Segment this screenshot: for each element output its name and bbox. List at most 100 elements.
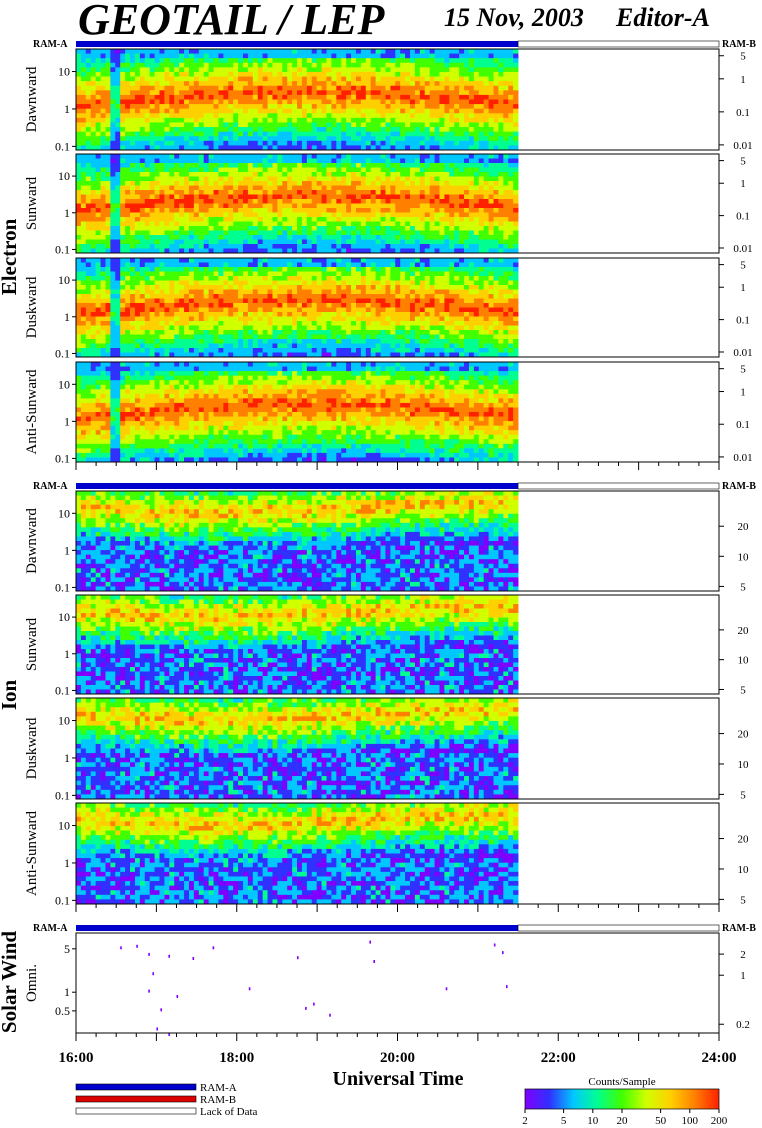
heatmap-cell xyxy=(316,62,322,68)
heatmap-cell xyxy=(419,90,426,96)
heatmap-cell xyxy=(252,208,259,213)
heatmap-cell xyxy=(292,76,298,82)
heatmap-cell xyxy=(483,199,489,204)
heatmap-cell xyxy=(139,203,146,209)
heatmap-cell xyxy=(513,94,519,100)
heatmap-cell xyxy=(208,122,214,128)
heatmap-cell xyxy=(105,334,111,340)
heatmap-cell xyxy=(365,53,372,59)
heatmap-cell xyxy=(90,280,97,286)
heatmap-cell xyxy=(174,235,180,240)
heatmap-cell xyxy=(198,325,205,331)
heatmap-cell xyxy=(238,94,244,100)
heatmap-cell xyxy=(351,131,357,137)
heatmap-cell xyxy=(208,67,214,73)
heatmap-cell xyxy=(508,217,514,222)
heatmap-cell xyxy=(223,90,229,96)
heatmap-cell xyxy=(468,122,475,128)
heatmap-cell xyxy=(76,158,82,164)
heatmap-cell xyxy=(277,244,283,249)
heatmap-cell xyxy=(164,158,170,164)
heatmap-cell xyxy=(238,185,244,191)
heatmap-cell xyxy=(439,194,445,200)
heatmap-cell xyxy=(179,181,185,186)
heatmap-cell xyxy=(503,104,509,110)
heatmap-cell xyxy=(130,321,136,326)
heatmap-cell xyxy=(120,167,126,173)
heatmap-cell xyxy=(380,76,386,82)
heatmap-cell xyxy=(218,181,224,186)
heatmap-cell xyxy=(385,248,391,254)
heatmap-cell xyxy=(184,235,190,240)
heatmap-cell xyxy=(488,113,494,119)
heatmap-cell xyxy=(390,122,396,128)
heatmap-cell xyxy=(238,221,244,227)
heatmap-cell xyxy=(468,113,475,119)
heatmap-cell xyxy=(360,76,367,82)
heatmap-cell xyxy=(336,85,342,91)
heatmap-cell xyxy=(292,235,298,240)
heatmap-cell xyxy=(370,226,377,231)
heatmap-cell xyxy=(144,190,151,195)
heatmap-cell xyxy=(429,181,435,186)
heatmap-cell xyxy=(272,239,278,245)
heatmap-cell xyxy=(193,190,200,195)
heatmap-cell xyxy=(272,298,278,304)
heatmap-cell xyxy=(272,312,278,317)
heatmap-cell xyxy=(321,113,327,119)
heatmap-cell xyxy=(159,163,165,168)
heatmap-cell xyxy=(478,208,485,213)
heatmap-cell xyxy=(346,140,352,146)
heatmap-cell xyxy=(154,258,160,263)
heatmap-cell xyxy=(247,90,254,96)
heatmap-cell xyxy=(233,203,239,209)
heatmap-cell xyxy=(174,208,180,213)
heatmap-cell xyxy=(410,190,416,195)
heatmap-cell xyxy=(154,285,160,290)
heatmap-cell xyxy=(179,334,185,340)
heatmap-cell xyxy=(134,90,141,96)
heatmap-cell xyxy=(400,154,406,159)
heatmap-cell xyxy=(306,58,313,64)
heatmap-cell xyxy=(513,140,519,146)
heatmap-cell xyxy=(488,208,494,213)
heatmap-cell xyxy=(424,104,431,110)
heatmap-cell xyxy=(351,76,357,82)
heatmap-cell xyxy=(454,176,460,182)
heatmap-cell xyxy=(478,117,485,123)
heatmap-cell xyxy=(90,71,97,77)
heatmap-cell xyxy=(130,271,136,277)
heatmap-cell xyxy=(508,163,514,168)
heatmap-cell xyxy=(375,203,381,209)
heatmap-cell xyxy=(498,81,504,87)
heatmap-cell xyxy=(105,99,111,105)
heatmap-cell xyxy=(228,271,234,277)
heatmap-cell xyxy=(203,158,210,164)
heatmap-cell xyxy=(468,172,475,177)
heatmap-cell xyxy=(115,235,121,240)
heatmap-cell xyxy=(375,167,381,173)
heatmap-cell xyxy=(169,203,175,209)
heatmap-cell xyxy=(493,176,499,182)
heatmap-cell xyxy=(179,221,185,227)
heatmap-cell xyxy=(80,145,87,151)
heatmap-cell xyxy=(130,67,136,73)
heatmap-cell xyxy=(262,276,268,281)
heatmap-cell xyxy=(454,167,460,173)
heatmap-cell xyxy=(414,108,421,114)
heatmap-cell xyxy=(154,71,160,77)
heatmap-cell xyxy=(439,181,445,186)
heatmap-cell xyxy=(306,85,313,91)
heatmap-cell xyxy=(508,127,514,133)
heatmap-cell xyxy=(513,108,519,114)
heatmap-cell xyxy=(125,113,131,119)
heatmap-cell xyxy=(375,67,381,73)
heatmap-cell xyxy=(159,258,165,263)
heatmap-cell xyxy=(400,99,406,105)
heatmap-cell xyxy=(76,203,82,209)
heatmap-cell xyxy=(100,113,106,119)
heatmap-cell xyxy=(243,212,249,218)
heatmap-cell xyxy=(130,90,136,96)
heatmap-cell xyxy=(370,136,377,142)
heatmap-cell xyxy=(321,176,327,182)
